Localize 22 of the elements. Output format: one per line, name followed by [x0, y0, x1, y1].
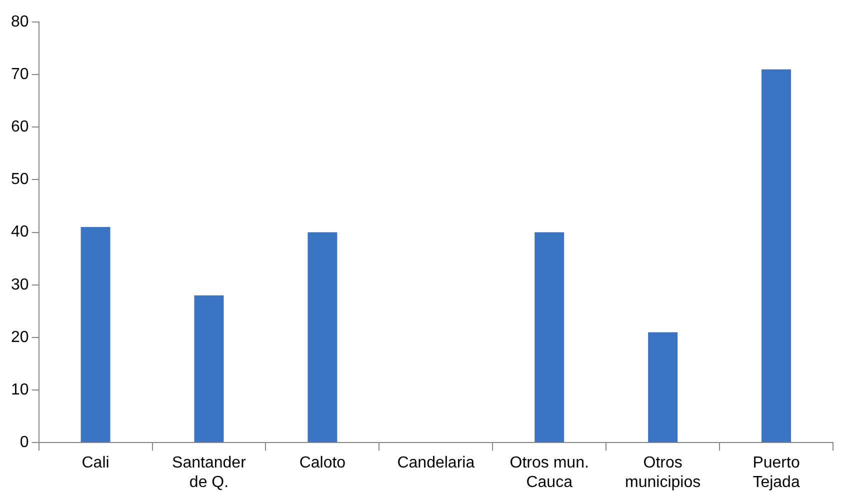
bar	[648, 332, 678, 442]
y-tick-label: 60	[11, 118, 29, 136]
x-tick-label: Candelaria	[397, 454, 475, 472]
x-tick-label: Cali	[82, 454, 110, 472]
x-tick-label: Santander de Q.	[172, 454, 247, 491]
y-tick-label: 20	[11, 328, 29, 346]
x-tick-label: Puerto Tejada	[752, 454, 800, 491]
x-tick-label: Otros mun. Cauca	[510, 454, 589, 491]
bar	[80, 227, 110, 442]
x-tick-label: Otros municipios	[625, 454, 701, 491]
y-tick-label: 40	[11, 224, 29, 241]
bar	[534, 232, 564, 442]
y-tick-label: 50	[11, 171, 29, 188]
x-tick-label: Caloto	[299, 454, 346, 472]
y-tick-label: 70	[11, 66, 29, 83]
y-tick-label: 80	[11, 13, 29, 30]
y-tick-label: 0	[20, 434, 29, 452]
y-tick-label: 30	[11, 276, 29, 294]
bar	[308, 232, 338, 442]
bar	[762, 69, 792, 442]
bar	[194, 295, 224, 442]
y-tick-label: 10	[11, 381, 29, 398]
